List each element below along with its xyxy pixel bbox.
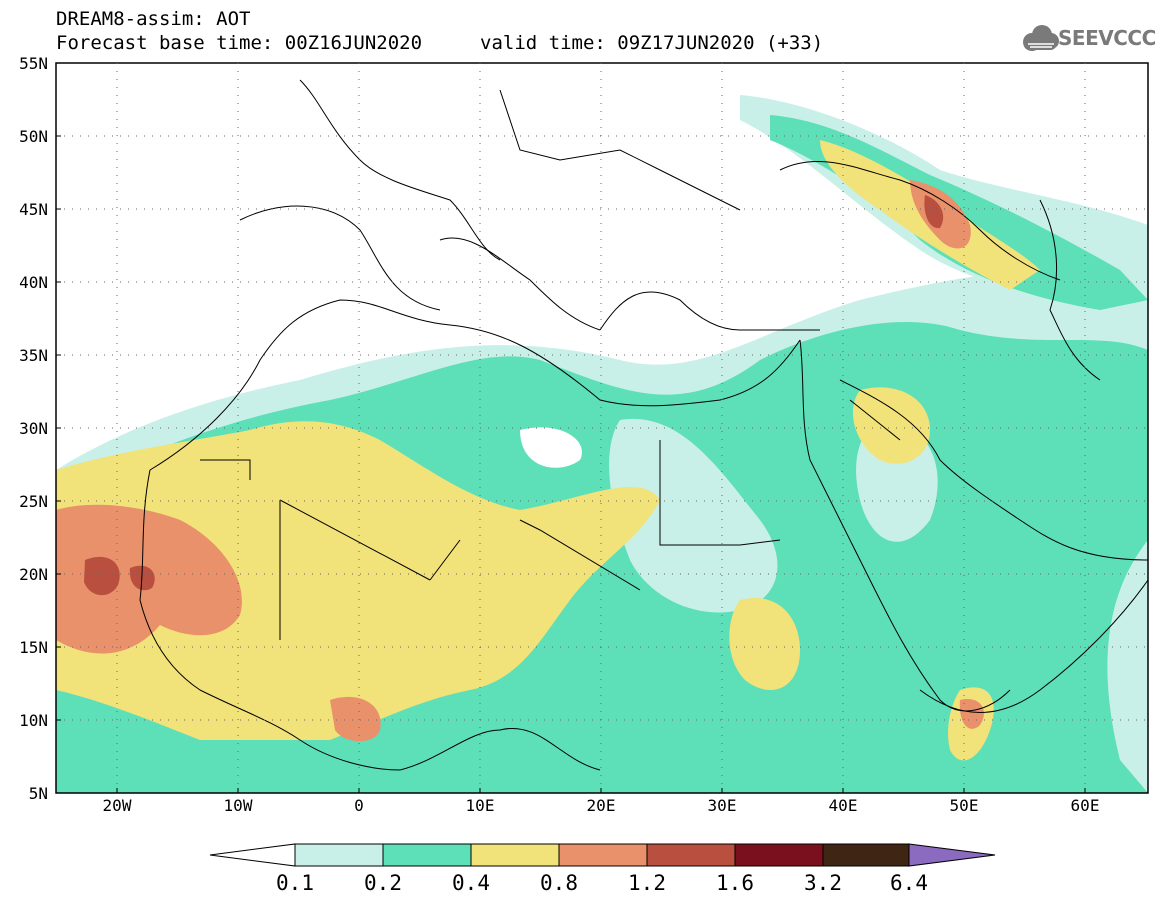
graticule	[56, 63, 1148, 793]
axis-ticks	[56, 135, 1086, 793]
lat-label: 20N	[19, 565, 48, 584]
colorbar-swatch	[294, 843, 384, 867]
colorbar-swatch	[470, 843, 560, 867]
seevccc-logo: SEEVCCC	[1058, 26, 1156, 50]
lat-label: 10N	[19, 711, 48, 730]
colorbar-swatch	[734, 843, 824, 867]
lon-label: 60E	[1070, 796, 1100, 815]
lat-label: 50N	[19, 127, 48, 146]
forecast-base-time: Forecast base time: 00Z16JUN2020	[56, 32, 423, 54]
lat-label: 30N	[19, 419, 48, 438]
lon-label: 20W	[102, 796, 132, 815]
colorbar-label: 0.4	[452, 871, 490, 895]
colorbar-label: 1.6	[716, 871, 754, 895]
colorbar	[209, 843, 996, 867]
colorbar-label: 3.2	[804, 871, 842, 895]
lat-label: 15N	[19, 638, 48, 657]
colorbar-swatch	[646, 843, 736, 867]
colorbar-label: 0.1	[276, 871, 314, 895]
colorbar-swatch	[822, 843, 910, 867]
coastlines	[139, 79, 1148, 771]
lon-label: 10E	[465, 796, 495, 815]
colorbar-label: 1.2	[628, 871, 666, 895]
colorbar-label: 6.4	[890, 871, 928, 895]
lat-label: 45N	[19, 200, 48, 219]
lat-label: 35N	[19, 346, 48, 365]
map-title: DREAM8-assim: AOT	[56, 8, 251, 30]
lon-label: 30E	[707, 796, 737, 815]
colorbar-label: 0.2	[364, 871, 402, 895]
cloud-icon	[1023, 25, 1059, 51]
lon-label: 50E	[949, 796, 979, 815]
valid-time: valid time: 09Z17JUN2020 (+33)	[480, 32, 824, 54]
colorbar-label: 0.8	[540, 871, 578, 895]
lat-label: 40N	[19, 273, 48, 292]
colorbar-swatch	[558, 843, 648, 867]
lat-label: 5N	[28, 784, 48, 803]
colorbar-low-arrow	[209, 843, 296, 867]
colorbar-swatch	[382, 843, 472, 867]
colorbar-high-arrow	[908, 843, 996, 867]
lon-label: 40E	[828, 796, 858, 815]
lon-label: 20E	[586, 796, 616, 815]
lon-label: 10W	[223, 796, 253, 815]
lat-label: 55N	[19, 54, 48, 73]
lat-label: 25N	[19, 492, 48, 511]
lon-label: 0	[354, 796, 364, 815]
